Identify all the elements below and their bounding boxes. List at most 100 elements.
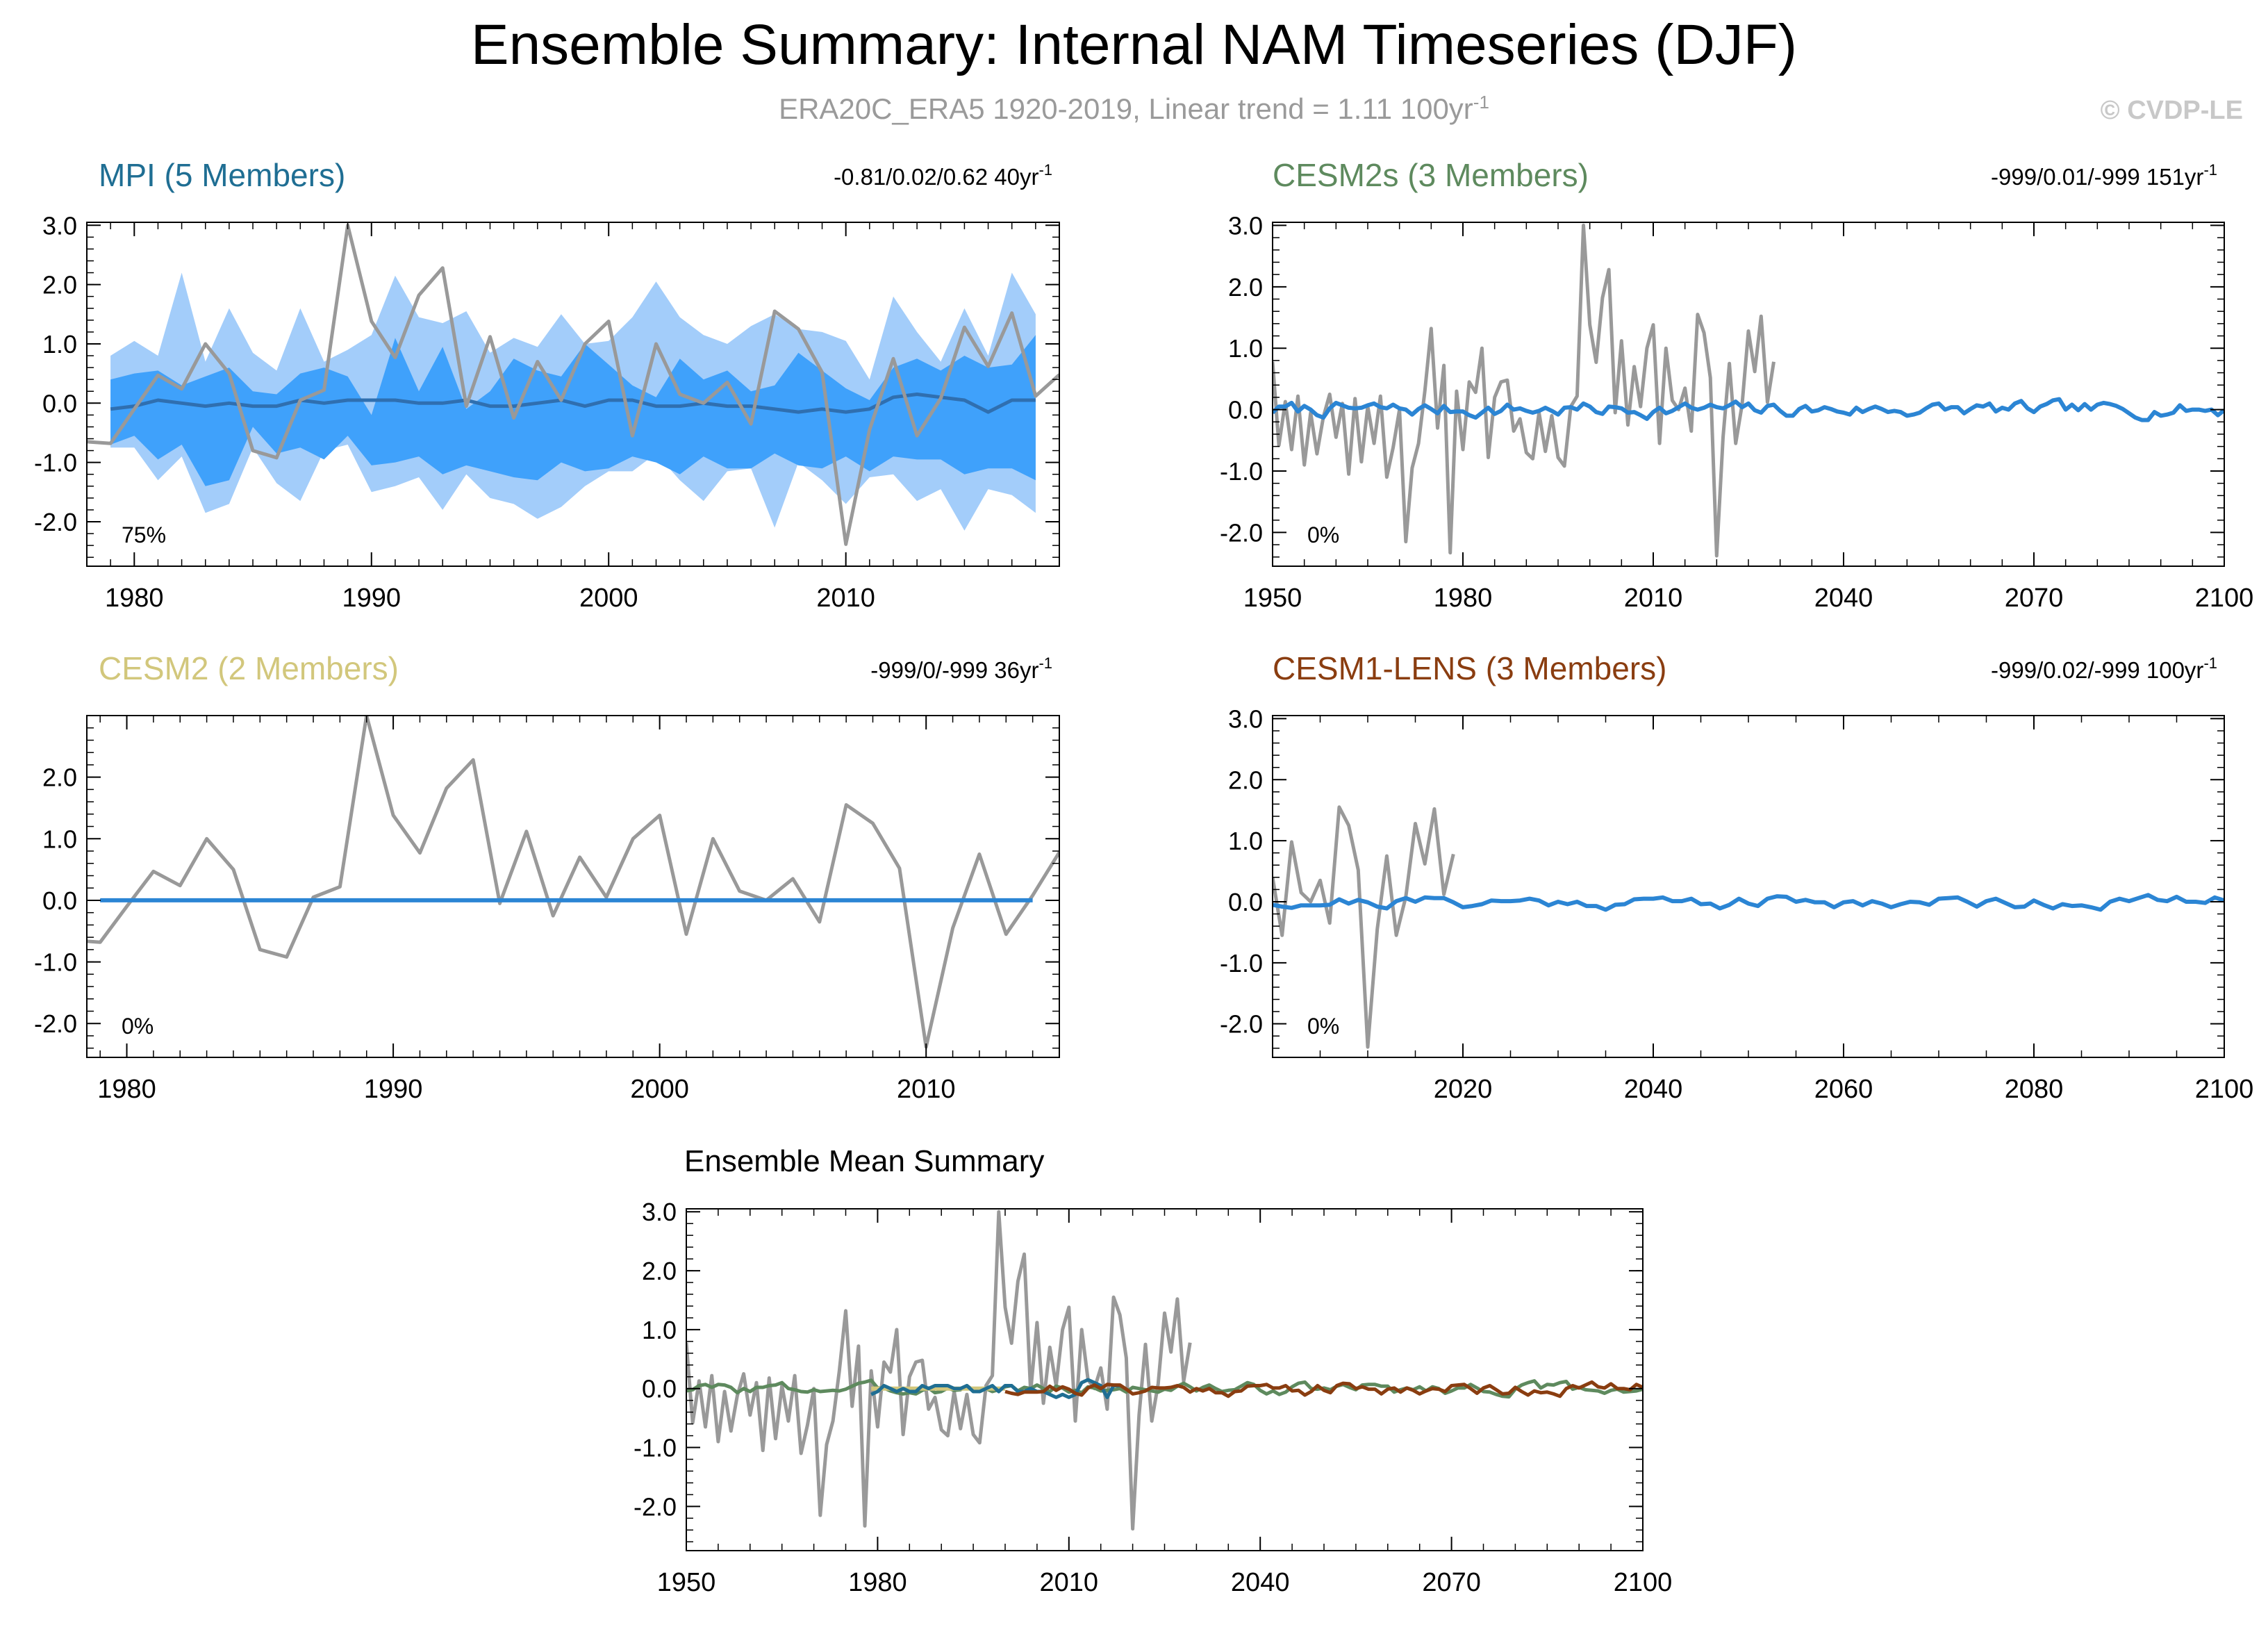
- panel-cesm2: CESM2 (2 Members) -999/0/-999 36yr-1 2.0 1.…: [34, 650, 1060, 1104]
- x-tick-label: 1980: [1434, 584, 1493, 613]
- x-tick-label: 2010: [1040, 1568, 1099, 1597]
- x-tick-label: 2100: [1614, 1568, 1673, 1597]
- x-tick-label: 2020: [1434, 1075, 1493, 1104]
- panel-title: Ensemble Mean Summary: [684, 1144, 1044, 1178]
- x-tick-label: 1990: [364, 1075, 423, 1104]
- subtitle-exponent: -1: [1473, 92, 1489, 113]
- y-tick-label: 0.0: [642, 1375, 677, 1403]
- panel-title: CESM1-LENS (3 Members): [1273, 650, 1666, 686]
- plot-frame: [1272, 715, 2225, 1058]
- panel-mpi: MPI (5 Members) -0.81/0.02/0.62 40yr-1 3.0…: [34, 157, 1060, 613]
- stats-exponent: -1: [1038, 161, 1052, 179]
- panel-title: MPI (5 Members): [99, 157, 345, 193]
- y-tick-label: 0.0: [1228, 888, 1263, 916]
- stats-text: -999/0.01/-999 151yr: [1991, 164, 2203, 190]
- y-tick-label: 1.0: [42, 825, 77, 853]
- y-tick-label: 2.0: [1228, 766, 1263, 794]
- y-tick-label: -2.0: [634, 1492, 677, 1521]
- y-tick-label: 0.0: [42, 886, 77, 915]
- y-tick-label: 2.0: [1228, 273, 1263, 302]
- y-tick-label: -2.0: [1220, 518, 1263, 547]
- y-tick-label: -1.0: [1220, 457, 1263, 486]
- panel-cesm2s: CESM2s (3 Members) -999/0.01/-999 151yr-1…: [1220, 157, 2253, 613]
- x-tick-label: 2010: [1624, 584, 1683, 613]
- copyright-label: © CVDP-LE: [2100, 96, 2243, 125]
- y-tick-label: 0.0: [1228, 396, 1263, 424]
- x-tick-label: 1950: [1243, 584, 1302, 613]
- stats-text: -999/0/-999 36yr: [870, 657, 1038, 683]
- stats-exponent: -1: [2203, 654, 2217, 672]
- y-tick-label: -1.0: [634, 1434, 677, 1462]
- x-tick-label: 2040: [1231, 1568, 1290, 1597]
- percent-label: 0%: [1307, 1014, 1339, 1039]
- plot-area: [87, 716, 1059, 1049]
- x-tick-label: 2060: [1814, 1075, 1873, 1104]
- panel-title: CESM2 (2 Members): [99, 650, 399, 686]
- panel-cesm1: CESM1-LENS (3 Members) -999/0.02/-999 100…: [1220, 650, 2253, 1104]
- y-tick-label: 2.0: [42, 271, 77, 299]
- y-tick-label: 1.0: [1228, 827, 1263, 855]
- ensemble-mean-line: [1273, 397, 2224, 422]
- x-tick-label: 2080: [2005, 1075, 2064, 1104]
- panel-title: CESM2s (3 Members): [1273, 157, 1589, 193]
- observation-line: [1273, 223, 1776, 558]
- x-tick-label: 2070: [1422, 1568, 1481, 1597]
- y-tick-label: -2.0: [34, 508, 77, 536]
- plot-area: [686, 1210, 1643, 1531]
- y-tick-label: -1.0: [1220, 949, 1263, 977]
- y-tick-label: 1.0: [642, 1316, 677, 1344]
- y-tick-label: -1.0: [34, 449, 77, 477]
- observation-line: [686, 1210, 1192, 1531]
- ensemble-iqr-band: [110, 335, 1036, 486]
- x-tick-label: 2010: [897, 1075, 956, 1104]
- figure-title: Ensemble Summary: Internal NAM Timeserie…: [470, 13, 1798, 76]
- percent-label: 75%: [122, 522, 166, 547]
- y-tick-label: 3.0: [42, 211, 77, 240]
- y-tick-label: 3.0: [1228, 704, 1263, 733]
- percent-label: 0%: [122, 1014, 154, 1039]
- panel-stats: -999/0.01/-999 151yr-1: [1991, 161, 2217, 190]
- stats-text: -999/0.02/-999 100yr: [1991, 657, 2203, 683]
- stats-exponent: -1: [1038, 654, 1052, 672]
- mpi-mean-line: [870, 1378, 1120, 1399]
- y-tick-label: -1.0: [34, 948, 77, 977]
- x-tick-label: 1980: [105, 584, 164, 613]
- x-tick-label: 1990: [342, 584, 401, 613]
- ensemble-mean-line: [1273, 893, 2224, 912]
- x-tick-label: 2010: [816, 584, 875, 613]
- x-tick-label: 1980: [848, 1568, 907, 1597]
- y-tick-label: -2.0: [1220, 1010, 1263, 1039]
- plot-frame: [86, 715, 1060, 1058]
- subtitle-text: ERA20C_ERA5 1920-2019, Linear trend = 1.…: [779, 92, 1473, 125]
- y-tick-label: 1.0: [1228, 334, 1263, 363]
- panel-stats: -999/0/-999 36yr-1: [870, 654, 1052, 683]
- x-tick-label: 2000: [579, 584, 638, 613]
- figure-subtitle: ERA20C_ERA5 1920-2019, Linear trend = 1.…: [0, 92, 2268, 126]
- y-tick-label: 3.0: [1228, 211, 1263, 240]
- plot-area: [1273, 805, 2224, 1049]
- y-tick-label: 2.0: [642, 1257, 677, 1285]
- panel-stats: -0.81/0.02/0.62 40yr-1: [834, 161, 1052, 190]
- y-tick-label: 3.0: [642, 1198, 677, 1226]
- plot-frame: [686, 1208, 1644, 1551]
- plot-area: [1273, 223, 2224, 558]
- plot-area: [87, 223, 1059, 546]
- x-tick-label: 2000: [630, 1075, 689, 1104]
- y-tick-label: -2.0: [34, 1009, 77, 1038]
- x-tick-label: 2070: [2005, 584, 2064, 613]
- x-tick-label: 2100: [2195, 1075, 2254, 1104]
- stats-exponent: -1: [2203, 161, 2217, 179]
- x-tick-label: 1950: [657, 1568, 716, 1597]
- observation-line: [87, 716, 1059, 1049]
- x-tick-label: 2100: [2195, 584, 2254, 613]
- cesm1-mean-line: [1004, 1380, 1643, 1398]
- stats-text: -0.81/0.02/0.62 40yr: [834, 164, 1038, 190]
- y-tick-label: 1.0: [42, 330, 77, 358]
- x-tick-label: 2040: [1624, 1075, 1683, 1104]
- percent-label: 0%: [1307, 522, 1339, 547]
- observation-line: [87, 223, 1059, 546]
- plot-frame: [86, 222, 1060, 567]
- ensemble-mean-line: [110, 393, 1036, 414]
